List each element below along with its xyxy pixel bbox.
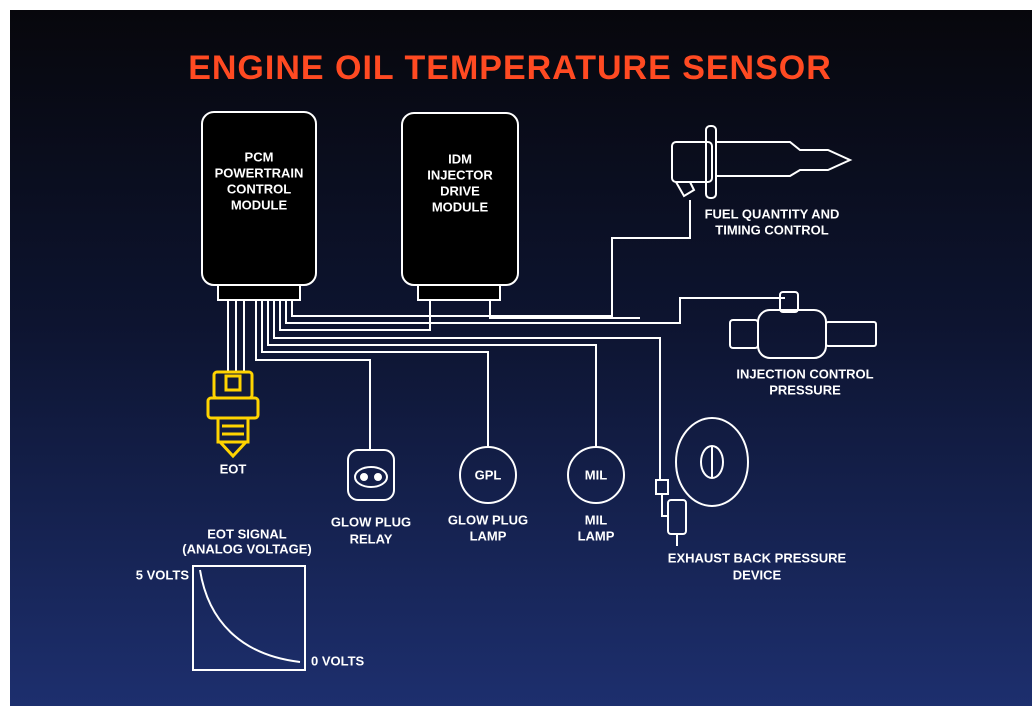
injector-label: TIMING CONTROL <box>715 222 828 237</box>
eot-label: EOT <box>220 461 247 476</box>
icp-sensor-icon <box>729 291 877 359</box>
relay-label: GLOW PLUG <box>331 514 411 529</box>
injector-label: FUEL QUANTITY AND <box>705 206 840 221</box>
gpl-label: GPL <box>475 467 502 482</box>
pcm-label: POWERTRAIN <box>215 165 304 180</box>
mil-lamp-icon <box>567 446 625 504</box>
pcm-label: PCM <box>245 149 274 164</box>
eot-sensor-icon <box>206 370 260 459</box>
idm-label: IDM <box>448 151 472 166</box>
graph-curve <box>199 569 301 663</box>
relay-icon <box>347 449 395 501</box>
icp-label: INJECTION CONTROL <box>736 366 873 381</box>
background <box>10 10 1032 706</box>
graph-title: EOT SIGNAL <box>207 526 287 541</box>
mil-caption: MIL <box>585 512 607 527</box>
pcm-label: CONTROL <box>227 181 291 196</box>
idm-label: MODULE <box>432 199 489 214</box>
mil-label: MIL <box>585 467 607 482</box>
gpl-lamp-icon <box>459 446 517 504</box>
gpl-caption: LAMP <box>470 528 507 543</box>
idm-module <box>401 112 519 301</box>
title: ENGINE OIL TEMPERATURE SENSOR <box>188 49 832 87</box>
graph-high-label: 5 VOLTS <box>136 567 190 582</box>
gpl-caption: GLOW PLUG <box>448 512 528 527</box>
mil-caption: LAMP <box>578 528 615 543</box>
ebp-label: DEVICE <box>733 567 782 582</box>
ebp-label: EXHAUST BACK PRESSURE <box>668 550 847 565</box>
idm-label: DRIVE <box>440 183 480 198</box>
icp-label: PRESSURE <box>769 382 841 397</box>
injector-icon <box>671 125 853 199</box>
graph-frame <box>192 565 306 671</box>
ebp-device-icon <box>655 417 749 546</box>
relay-label: RELAY <box>350 531 393 546</box>
pcm-module <box>201 111 317 301</box>
wiring <box>227 200 785 480</box>
graph-low-label: 0 VOLTS <box>311 653 365 668</box>
pcm-label: MODULE <box>231 197 288 212</box>
graph-title: (ANALOG VOLTAGE) <box>182 541 312 556</box>
idm-label: INJECTOR <box>427 167 493 182</box>
